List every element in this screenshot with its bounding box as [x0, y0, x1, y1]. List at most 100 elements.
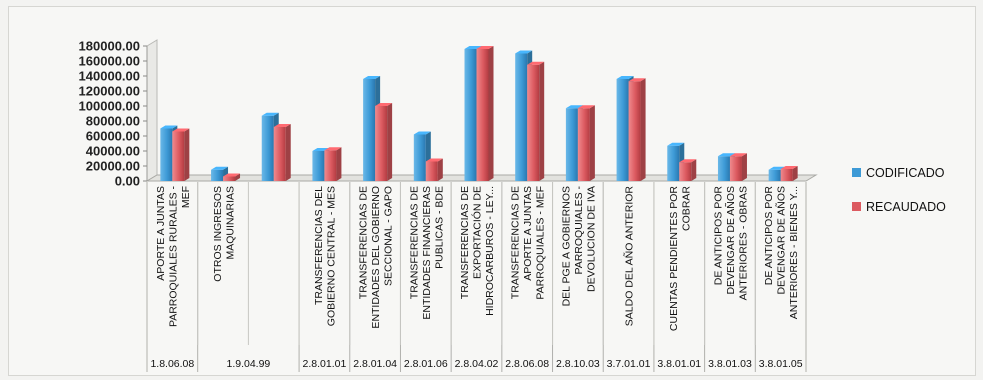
y-tick-label: 80000.00 — [86, 114, 140, 129]
bar-side — [741, 153, 747, 181]
x-tick-label: MAQUINARIAS — [224, 186, 236, 260]
bar-recaudado-2 — [273, 124, 291, 181]
group-code-label: 3.8.01.03 — [708, 358, 752, 370]
bar-front — [527, 64, 540, 181]
x-tick-label: ANTERIORES - OBRAS — [737, 186, 749, 300]
x-tick-label: ENTIDADES DEL GOBIERNO — [370, 186, 382, 329]
bar-front — [160, 128, 173, 181]
y-tick-label: 40000.00 — [86, 144, 140, 159]
bar-side — [640, 78, 646, 181]
x-tick-label: SECCIONAL - GAPO — [383, 186, 395, 286]
x-tick-label: ANTERIORES - BIENES Y... — [788, 186, 800, 319]
bar-front — [768, 169, 781, 181]
x-tick-label: PARROQUIALES - MEF — [535, 186, 547, 300]
side-wall — [146, 39, 158, 182]
x-tick-label: SALDO DEL AÑO ANTERIOR — [623, 186, 636, 327]
bar-top — [729, 153, 747, 157]
x-tick-label: DEVENGAR DE AÑOS — [775, 186, 788, 295]
bar-top — [413, 131, 431, 135]
x-tick-label: CUENTAS PENDIENTES POR — [668, 186, 680, 331]
bar-top — [273, 124, 291, 127]
legend-label-recaudado: RECAUDADO — [866, 200, 946, 214]
bar-front — [172, 131, 185, 181]
y-tick-label: 180000.00 — [79, 39, 140, 54]
bar-front — [577, 108, 590, 181]
bar-side — [184, 128, 190, 181]
bar-front — [425, 161, 438, 181]
x-tick-label: DEVENGAR DE AÑOS — [724, 186, 737, 295]
bar-top — [515, 50, 533, 54]
bar-front — [476, 49, 489, 181]
group-code-label: 2.8.01.04 — [353, 358, 397, 370]
x-tick-label: APORTE A JUNTAS — [155, 186, 167, 281]
bar-recaudado-1 — [223, 173, 241, 181]
group-code-label: 2.8.04.02 — [455, 358, 499, 370]
bar-front — [628, 81, 641, 181]
x-tick-label: DEL PGE A GOBIERNOS — [560, 186, 572, 306]
bar-top — [628, 78, 646, 82]
bar-side — [285, 124, 291, 181]
bar-side — [539, 61, 545, 181]
group-code-label: 1.9.04.99 — [226, 358, 270, 370]
x-tick-label: TRANSFERENCIAS DE — [459, 186, 471, 299]
bar-top — [577, 105, 595, 109]
group-code-label: 2.8.06.08 — [505, 358, 549, 370]
bar-front — [464, 49, 477, 181]
bar-front — [616, 79, 629, 181]
bar-side — [488, 46, 494, 181]
bar-top — [679, 159, 697, 163]
x-tick-label: ENTIDADES FINANCIERAS — [421, 186, 433, 320]
bar-side — [589, 105, 595, 181]
bar-recaudado-7 — [527, 61, 545, 181]
bar-front — [565, 108, 578, 181]
bar-top — [527, 61, 545, 65]
y-tick-label: 60000.00 — [86, 129, 140, 144]
bar-recaudado-6 — [476, 46, 494, 181]
bar-front — [363, 79, 376, 181]
bar-recaudado-9 — [628, 78, 646, 181]
bar-top — [425, 158, 443, 162]
bar-top — [223, 173, 241, 177]
bar-top — [616, 76, 634, 79]
bar-top — [464, 46, 482, 49]
bar-front — [312, 151, 325, 181]
x-tick-label: DE ANTICIPOS POR — [763, 186, 775, 286]
bar-recaudado-3 — [324, 147, 342, 181]
bar-front — [211, 169, 224, 181]
x-tick-label: TRANSFERENCIAS DE — [358, 186, 370, 299]
bar-top — [476, 46, 494, 49]
x-tick-label: DE ANTICIPOS POR — [712, 186, 724, 286]
group-code-label: 2.8.10.03 — [556, 358, 600, 370]
x-tick-label: EXPORTACIÓN DE — [471, 186, 484, 279]
bar-front — [375, 106, 388, 181]
x-tick-label: COBRAR — [681, 186, 693, 231]
bar-front — [324, 150, 337, 181]
bar-front — [273, 127, 286, 181]
bar-front — [261, 115, 274, 181]
bar-front — [515, 53, 528, 181]
bar-recaudado-12 — [780, 166, 798, 181]
legend-label-codificado: CODIFICADO — [866, 166, 945, 180]
bar-top — [717, 153, 735, 157]
bar-front — [223, 176, 236, 181]
bar-top — [363, 76, 381, 79]
bar-top — [375, 103, 393, 106]
bar-front — [729, 156, 742, 181]
x-tick-label: MEF — [180, 186, 192, 208]
group-code-label: 2.8.01.01 — [303, 358, 347, 370]
bar-top — [261, 112, 279, 116]
x-tick-label: APORTE A JUNTAS — [522, 186, 534, 281]
legend-swatch-recaudado — [852, 202, 861, 211]
bar-recaudado-10 — [679, 159, 697, 181]
bar-recaudado-11 — [729, 153, 747, 181]
x-tick-label: PARROQUIALES RURALES - — [167, 186, 179, 328]
bar-top — [667, 142, 685, 146]
bar-recaudado-5 — [425, 158, 443, 181]
group-code-label: 3.8.01.05 — [759, 358, 803, 370]
group-code-label: 1.8.06.08 — [150, 358, 194, 370]
bar-top — [780, 166, 798, 169]
y-tick-label: 120000.00 — [79, 84, 140, 99]
x-tick-label: HIDROCARBUROS - LEY... — [484, 186, 496, 316]
x-tick-label: TRANSFERENCIAS DE — [408, 186, 420, 299]
